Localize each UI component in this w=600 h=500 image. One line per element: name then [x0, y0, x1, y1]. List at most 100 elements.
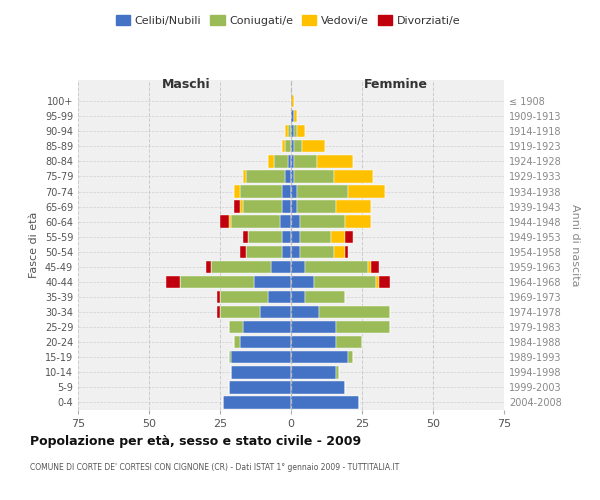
Bar	[283, 246, 291, 258]
Bar	[291, 260, 305, 273]
Bar	[243, 200, 283, 213]
Text: Popolazione per età, sesso e stato civile - 2009: Popolazione per età, sesso e stato civil…	[30, 435, 361, 448]
Bar	[286, 140, 291, 152]
Bar	[317, 155, 353, 168]
Bar	[348, 351, 353, 364]
Bar	[299, 216, 345, 228]
Bar	[268, 291, 291, 303]
Bar	[334, 246, 345, 258]
Bar	[217, 291, 220, 303]
Bar	[291, 216, 299, 228]
Bar	[243, 170, 245, 182]
Bar	[166, 276, 180, 288]
Bar	[291, 155, 294, 168]
Bar	[232, 351, 291, 364]
Bar	[220, 216, 229, 228]
Bar	[245, 170, 286, 182]
Bar	[180, 276, 254, 288]
Bar	[291, 230, 299, 243]
Bar	[288, 125, 291, 138]
Bar	[286, 125, 288, 138]
Bar	[220, 291, 268, 303]
Bar	[254, 276, 291, 288]
Bar	[243, 230, 248, 243]
Bar	[291, 110, 294, 122]
Bar	[283, 140, 286, 152]
Bar	[314, 276, 376, 288]
Bar	[232, 216, 280, 228]
Bar	[283, 186, 291, 198]
Bar	[291, 336, 337, 348]
Bar	[371, 260, 379, 273]
Bar	[296, 125, 305, 138]
Bar	[229, 321, 243, 334]
Bar	[229, 381, 291, 394]
Bar	[217, 306, 220, 318]
Bar	[296, 200, 337, 213]
Bar	[248, 230, 283, 243]
Bar	[291, 186, 296, 198]
Bar	[288, 155, 291, 168]
Bar	[294, 140, 302, 152]
Bar	[232, 366, 291, 378]
Bar	[291, 200, 296, 213]
Bar	[345, 246, 348, 258]
Bar	[305, 291, 345, 303]
Bar	[229, 351, 232, 364]
Bar	[294, 155, 317, 168]
Bar	[240, 200, 243, 213]
Text: Femmine: Femmine	[364, 78, 428, 90]
Bar	[291, 396, 359, 408]
Bar	[291, 170, 294, 182]
Bar	[291, 276, 314, 288]
Bar	[291, 321, 337, 334]
Bar	[331, 230, 345, 243]
Bar	[291, 381, 345, 394]
Bar	[240, 186, 283, 198]
Bar	[240, 336, 291, 348]
Bar	[337, 200, 371, 213]
Bar	[283, 200, 291, 213]
Bar	[294, 125, 296, 138]
Bar	[260, 306, 291, 318]
Bar	[243, 321, 291, 334]
Bar	[283, 230, 291, 243]
Bar	[291, 306, 319, 318]
Bar	[274, 155, 288, 168]
Legend: Celibi/Nubili, Coniugati/e, Vedovi/e, Divorziati/e: Celibi/Nubili, Coniugati/e, Vedovi/e, Di…	[112, 10, 464, 30]
Bar	[291, 95, 294, 108]
Bar	[206, 260, 211, 273]
Bar	[299, 230, 331, 243]
Bar	[379, 276, 391, 288]
Bar	[291, 246, 299, 258]
Y-axis label: Anni di nascita: Anni di nascita	[569, 204, 580, 286]
Bar	[280, 216, 291, 228]
Bar	[286, 170, 291, 182]
Bar	[291, 291, 305, 303]
Bar	[211, 260, 271, 273]
Bar	[229, 216, 232, 228]
Bar	[245, 246, 283, 258]
Bar	[305, 260, 368, 273]
Bar	[291, 351, 348, 364]
Bar	[294, 110, 296, 122]
Bar	[291, 140, 294, 152]
Bar	[319, 306, 391, 318]
Bar	[268, 155, 274, 168]
Bar	[291, 125, 294, 138]
Bar	[234, 200, 240, 213]
Bar	[337, 336, 362, 348]
Bar	[240, 246, 245, 258]
Bar	[234, 186, 240, 198]
Bar	[368, 260, 371, 273]
Y-axis label: Fasce di età: Fasce di età	[29, 212, 39, 278]
Bar	[291, 366, 337, 378]
Bar	[337, 321, 391, 334]
Text: COMUNE DI CORTE DE' CORTESI CON CIGNONE (CR) - Dati ISTAT 1° gennaio 2009 - TUTT: COMUNE DI CORTE DE' CORTESI CON CIGNONE …	[30, 462, 399, 471]
Bar	[302, 140, 325, 152]
Bar	[345, 216, 371, 228]
Bar	[223, 396, 291, 408]
Bar	[271, 260, 291, 273]
Bar	[294, 170, 334, 182]
Bar	[299, 246, 334, 258]
